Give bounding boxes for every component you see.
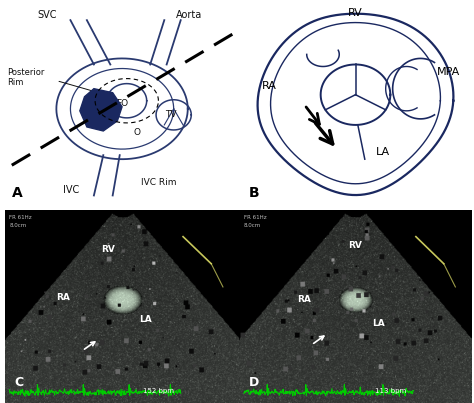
Text: RA: RA xyxy=(262,81,277,91)
Text: IVC Rim: IVC Rim xyxy=(141,179,176,187)
Text: LA: LA xyxy=(139,315,152,324)
Text: A: A xyxy=(12,187,23,200)
Text: B: B xyxy=(249,187,259,200)
Text: RV: RV xyxy=(101,245,115,254)
Text: 8.0cm: 8.0cm xyxy=(9,223,27,228)
Text: FO: FO xyxy=(116,99,128,108)
Text: SVC: SVC xyxy=(37,10,57,20)
Text: RA: RA xyxy=(298,295,311,304)
Text: D: D xyxy=(249,376,259,388)
Text: C: C xyxy=(14,376,23,388)
Text: TV: TV xyxy=(165,110,177,119)
Text: 113 bpm: 113 bpm xyxy=(375,388,407,394)
Text: LA: LA xyxy=(373,319,385,328)
Text: IVC: IVC xyxy=(64,185,80,195)
Text: Posterior: Posterior xyxy=(7,68,45,77)
Text: O: O xyxy=(134,128,141,137)
Text: 8.0cm: 8.0cm xyxy=(244,223,261,228)
Polygon shape xyxy=(80,89,122,131)
Text: RV: RV xyxy=(348,8,363,18)
Text: RV: RV xyxy=(348,241,363,250)
Text: FR 61Hz: FR 61Hz xyxy=(9,215,32,220)
Text: LA: LA xyxy=(376,147,391,157)
Text: MPA: MPA xyxy=(437,66,460,77)
Text: 152 bpm: 152 bpm xyxy=(143,388,173,394)
Text: Aorta: Aorta xyxy=(176,10,202,20)
Text: FR 61Hz: FR 61Hz xyxy=(244,215,267,220)
Text: RA: RA xyxy=(56,293,70,303)
Text: Rim: Rim xyxy=(7,78,23,87)
